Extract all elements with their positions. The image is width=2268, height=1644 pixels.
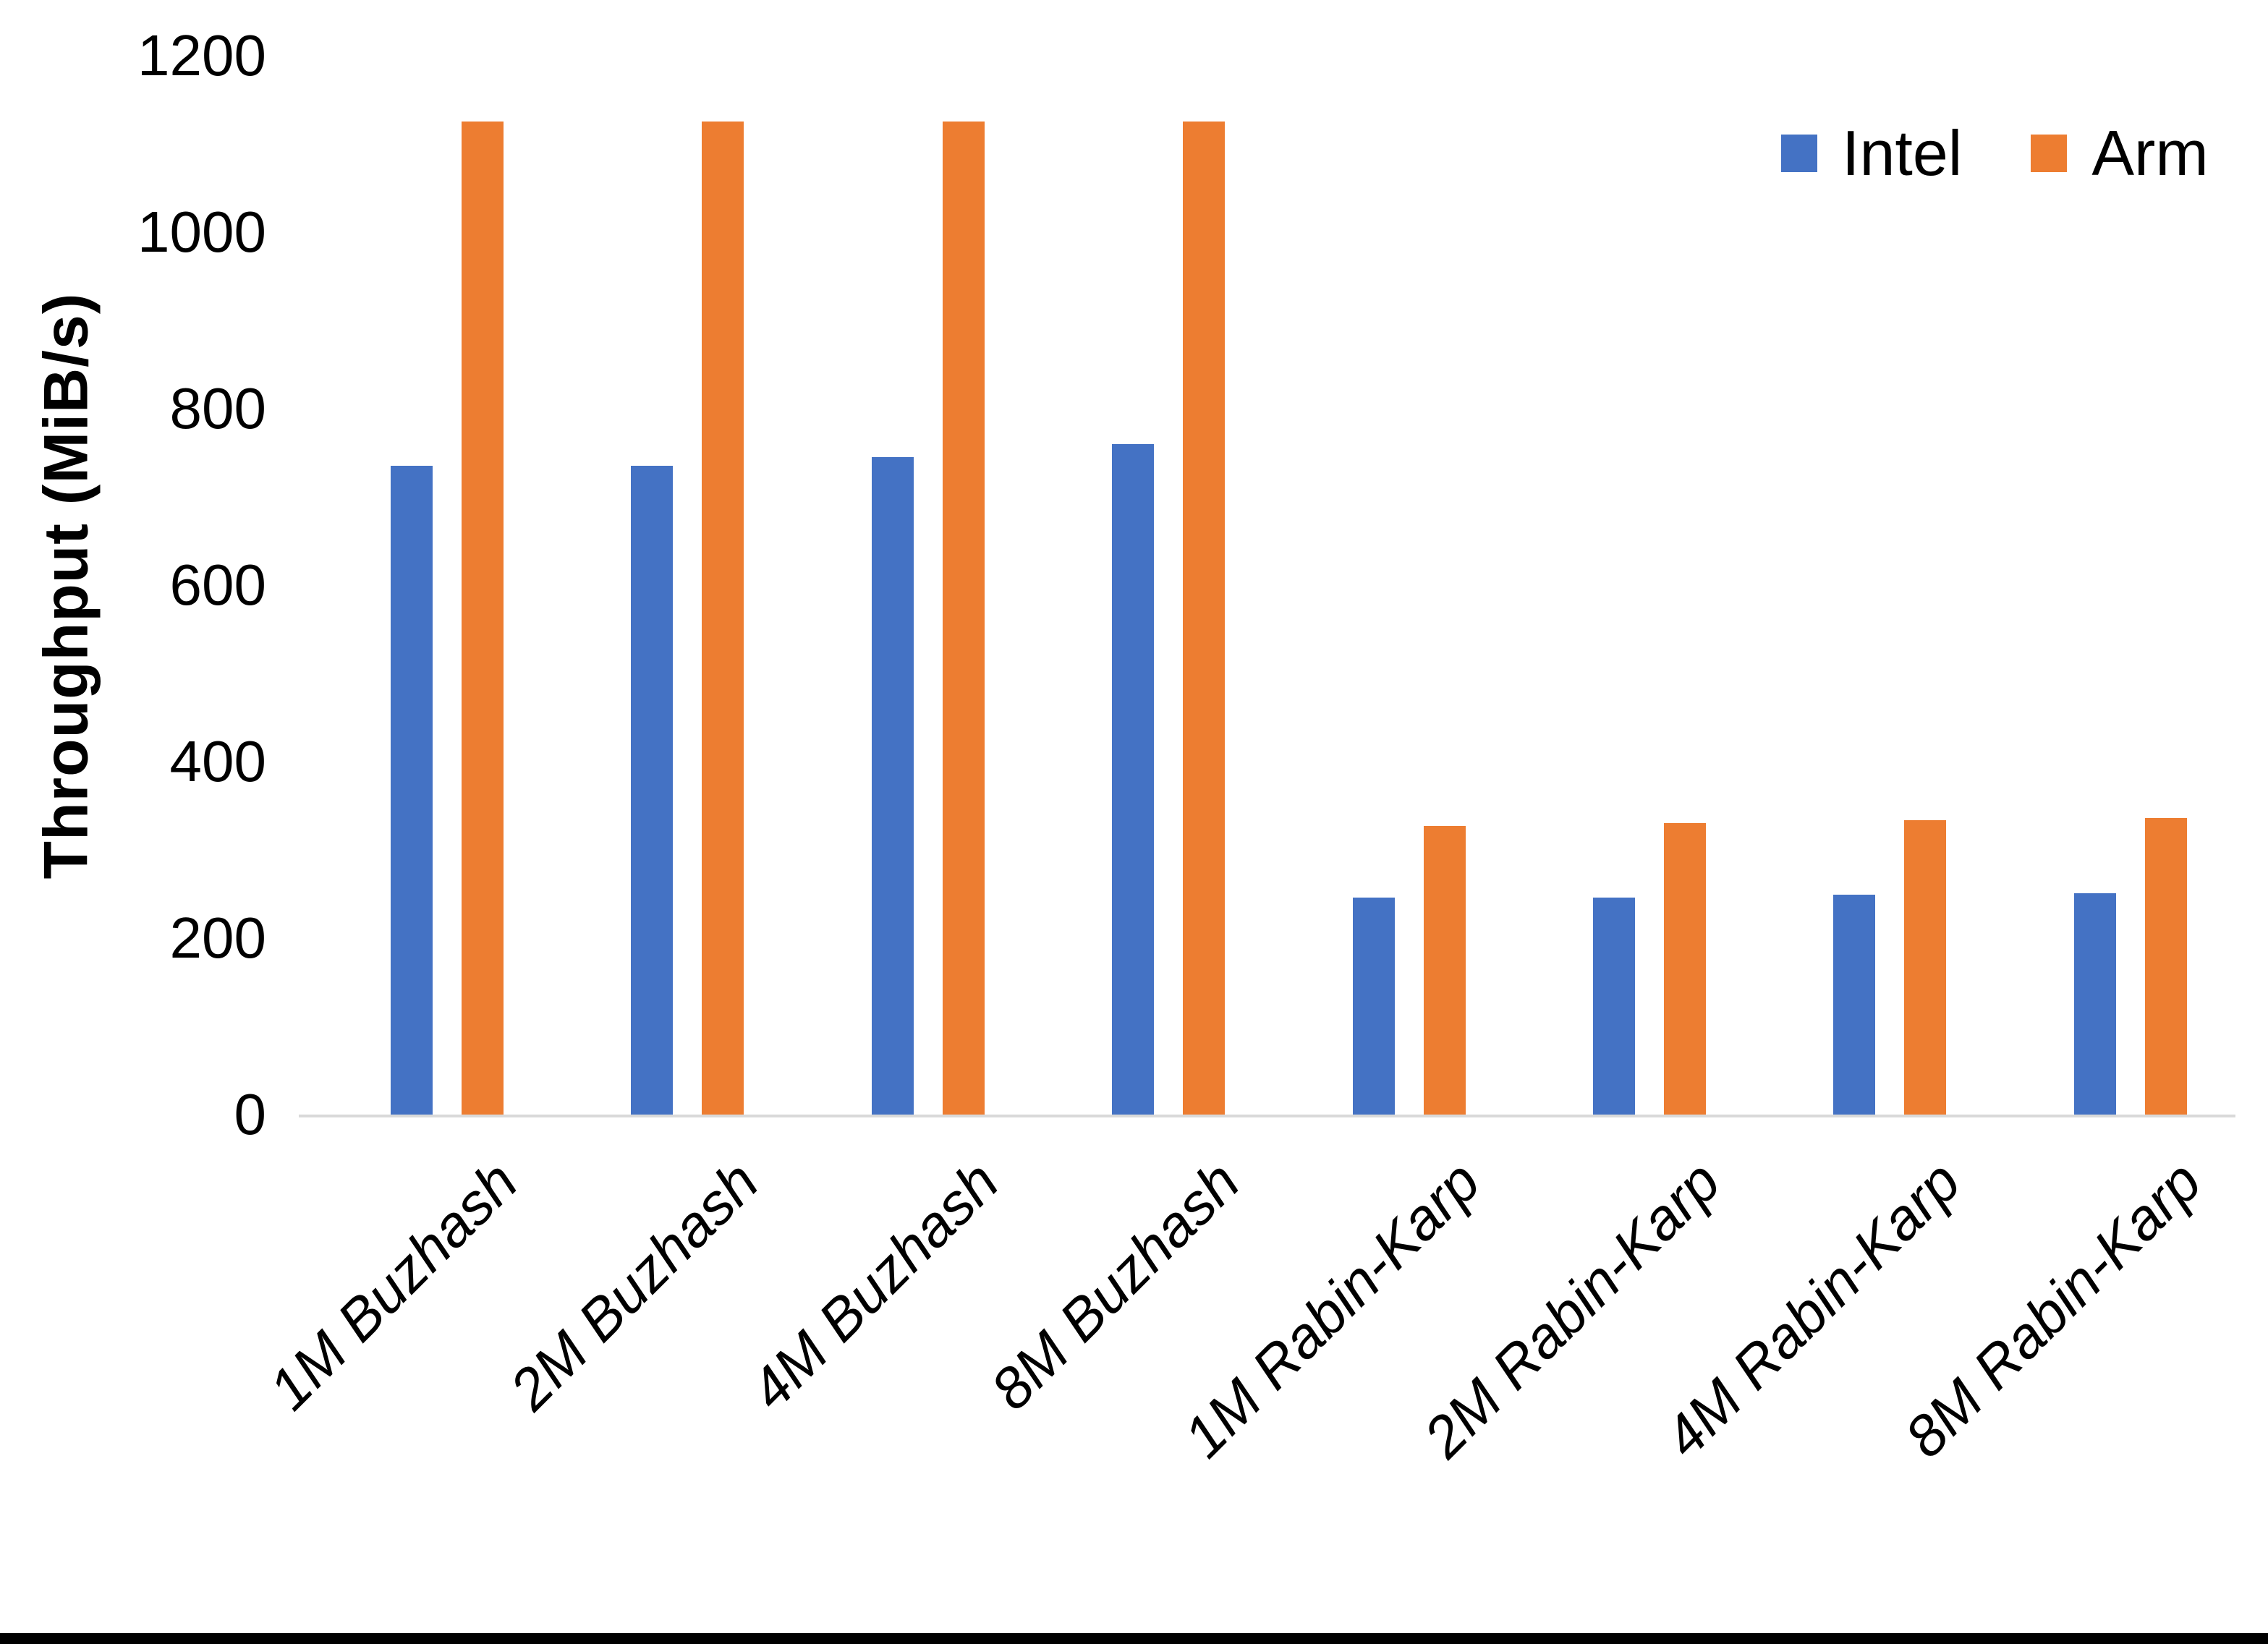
bottom-border-bar bbox=[0, 1633, 2268, 1644]
y-tick-label-400: 400 bbox=[169, 729, 266, 793]
x-tick-label-2m-buzhash: 2M Buzhash bbox=[497, 1149, 770, 1422]
bar-arm-2m-buzhash bbox=[702, 122, 744, 1115]
x-tick-label-8m-buzhash: 8M Buzhash bbox=[978, 1149, 1252, 1422]
bar-arm-2m-rabin-karp bbox=[1664, 823, 1706, 1115]
y-tick-label-0: 0 bbox=[234, 1082, 267, 1146]
legend-swatch-intel bbox=[1781, 135, 1817, 172]
bar-intel-4m-buzhash bbox=[871, 457, 914, 1115]
bar-intel-8m-buzhash bbox=[1112, 444, 1155, 1115]
bar-intel-2m-rabin-karp bbox=[1593, 898, 1635, 1115]
bar-arm-4m-buzhash bbox=[942, 122, 985, 1115]
legend-label-intel: Intel bbox=[1842, 117, 1963, 189]
x-axis-line bbox=[299, 1115, 2235, 1117]
legend: Intel Arm bbox=[1781, 122, 2209, 185]
y-tick-label-800: 800 bbox=[169, 376, 266, 440]
bar-arm-8m-rabin-karp bbox=[2144, 818, 2187, 1115]
x-tick-label-1m-buzhash: 1M Buzhash bbox=[257, 1149, 530, 1422]
legend-item-arm: Arm bbox=[2031, 117, 2209, 189]
bar-arm-8m-buzhash bbox=[1183, 122, 1226, 1115]
bar-intel-8m-rabin-karp bbox=[2073, 893, 2116, 1115]
y-tick-label-600: 600 bbox=[169, 553, 266, 617]
bar-arm-1m-rabin-karp bbox=[1423, 826, 1466, 1115]
legend-swatch-arm bbox=[2031, 135, 2068, 172]
y-tick-label-200: 200 bbox=[169, 906, 266, 970]
legend-label-arm: Arm bbox=[2091, 117, 2209, 189]
y-tick-label-1000: 1000 bbox=[137, 200, 266, 264]
bar-intel-1m-rabin-karp bbox=[1352, 898, 1395, 1115]
bar-intel-4m-rabin-karp bbox=[1833, 895, 1876, 1115]
bar-intel-1m-buzhash bbox=[391, 466, 433, 1115]
bar-intel-2m-buzhash bbox=[631, 466, 674, 1115]
legend-item-intel: Intel bbox=[1781, 122, 1962, 185]
bar-arm-1m-buzhash bbox=[462, 122, 504, 1115]
y-tick-label-1200: 1200 bbox=[137, 23, 266, 88]
bar-arm-4m-rabin-karp bbox=[1904, 820, 1947, 1115]
x-tick-label-4m-buzhash: 4M Buzhash bbox=[737, 1149, 1011, 1422]
